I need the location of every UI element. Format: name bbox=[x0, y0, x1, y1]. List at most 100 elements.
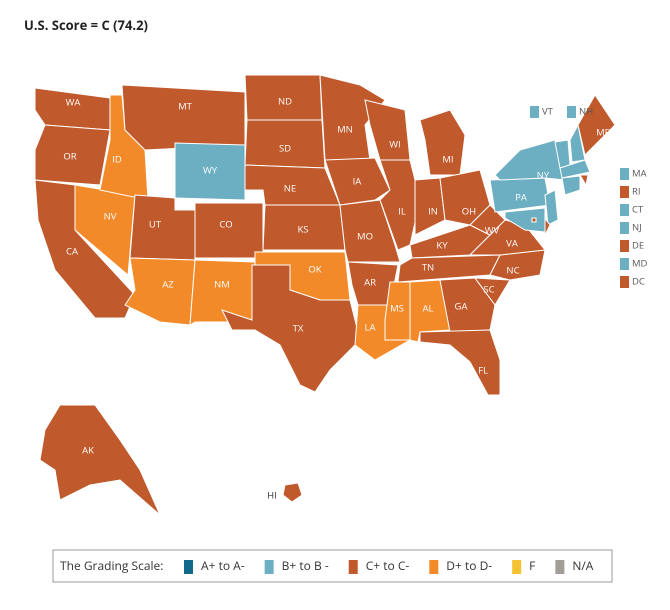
legend-title: The Grading Scale: bbox=[60, 557, 163, 574]
states bbox=[34, 74, 616, 516]
state bbox=[39, 404, 161, 516]
state bbox=[129, 194, 196, 261]
callout-swatch bbox=[567, 106, 576, 118]
state-label: MT bbox=[178, 100, 193, 113]
state bbox=[494, 139, 566, 181]
state bbox=[577, 94, 616, 156]
state-label: VA bbox=[506, 237, 518, 250]
state bbox=[174, 142, 246, 201]
state bbox=[124, 257, 196, 326]
state bbox=[419, 329, 501, 396]
state-label: RI bbox=[632, 185, 641, 198]
state-label: AZ bbox=[162, 278, 174, 291]
state bbox=[379, 159, 421, 251]
state-label: VT bbox=[542, 105, 554, 118]
state-label: NC bbox=[506, 264, 519, 277]
state-label: NM bbox=[214, 278, 230, 291]
state-label: GA bbox=[455, 300, 468, 313]
state-label: PA bbox=[515, 191, 527, 204]
state-label: IL bbox=[398, 205, 406, 218]
legend-swatch bbox=[348, 560, 358, 574]
state-label: TN bbox=[422, 261, 434, 274]
state bbox=[489, 249, 546, 281]
state-label: WA bbox=[66, 96, 81, 109]
state bbox=[559, 159, 591, 179]
callout-swatch bbox=[620, 240, 629, 252]
legend-label: N/A bbox=[572, 557, 593, 574]
state-label: ID bbox=[112, 153, 122, 166]
state bbox=[531, 217, 537, 223]
state-label: CT bbox=[632, 203, 644, 216]
state bbox=[384, 281, 411, 341]
state-label: AK bbox=[82, 444, 94, 457]
state-label: SD bbox=[279, 142, 291, 155]
state bbox=[439, 277, 496, 333]
state-label: DE bbox=[632, 239, 644, 252]
state-label: MN bbox=[337, 123, 353, 136]
state-label: KS bbox=[297, 223, 308, 236]
state bbox=[121, 84, 246, 151]
state bbox=[469, 204, 506, 236]
legend-swatch bbox=[555, 560, 565, 574]
state-label: WV bbox=[485, 224, 500, 237]
state-label: OH bbox=[462, 205, 476, 218]
state-label: WI bbox=[389, 138, 400, 151]
state bbox=[397, 254, 501, 283]
state-label: IN bbox=[428, 205, 438, 218]
state bbox=[221, 264, 361, 393]
state bbox=[561, 175, 581, 196]
state-label: TX bbox=[293, 322, 304, 335]
labels: WA OR CA NV ID MT WY UT CO AZ NM ND SD NE KS OK TX MN IA MO… bbox=[63, 95, 647, 502]
state-label: SC bbox=[483, 283, 494, 296]
state bbox=[579, 174, 589, 187]
legend-swatch bbox=[264, 560, 274, 574]
legend: The Grading Scale: A+ to A- B+ to B - C+ t… bbox=[60, 557, 594, 574]
state-label: OR bbox=[63, 150, 76, 163]
state-label: FL bbox=[478, 364, 488, 377]
state-label: HI bbox=[267, 489, 277, 502]
callout-swatch bbox=[620, 168, 629, 180]
state bbox=[544, 189, 559, 226]
legend-swatch bbox=[512, 560, 522, 574]
state-label: NV bbox=[104, 210, 117, 223]
state-label: NY bbox=[537, 169, 550, 182]
state-label: MS bbox=[390, 302, 404, 315]
state-label: MD bbox=[632, 257, 648, 270]
callout-swatch bbox=[620, 276, 629, 288]
state bbox=[282, 482, 303, 503]
state-label: UT bbox=[149, 218, 162, 231]
state-label: OK bbox=[308, 263, 321, 276]
state bbox=[189, 259, 256, 326]
state-label: KY bbox=[436, 239, 448, 252]
callout-swatch bbox=[530, 106, 539, 118]
state-label: MI bbox=[442, 153, 453, 166]
legend-swatch bbox=[184, 560, 193, 574]
state-label: DC bbox=[632, 275, 645, 288]
state-label: CO bbox=[219, 218, 232, 231]
state-label: NH bbox=[579, 105, 593, 118]
state bbox=[473, 277, 511, 306]
state-label: WY bbox=[203, 164, 218, 177]
callout-swatch bbox=[620, 258, 629, 270]
legend-label: B+ to B - bbox=[282, 557, 329, 574]
legend-label: F bbox=[529, 557, 535, 574]
state-label: MA bbox=[632, 167, 647, 180]
state-label: IA bbox=[353, 175, 362, 188]
state-label: ND bbox=[278, 95, 292, 108]
state bbox=[504, 207, 546, 233]
state-label: NJ bbox=[632, 221, 642, 234]
state-label: AR bbox=[364, 276, 376, 289]
legend-swatch bbox=[429, 560, 439, 574]
state bbox=[324, 157, 391, 206]
callout-swatch bbox=[620, 186, 629, 198]
state bbox=[99, 94, 149, 201]
legend-label: C+ to C- bbox=[366, 557, 410, 574]
state-label: LA bbox=[365, 321, 376, 334]
state bbox=[34, 87, 111, 131]
legend-label: D+ to D- bbox=[446, 557, 492, 574]
title: U.S. Score = C (74.2) bbox=[24, 16, 148, 34]
callout-swatch bbox=[620, 222, 629, 234]
callout-swatch bbox=[620, 204, 629, 216]
